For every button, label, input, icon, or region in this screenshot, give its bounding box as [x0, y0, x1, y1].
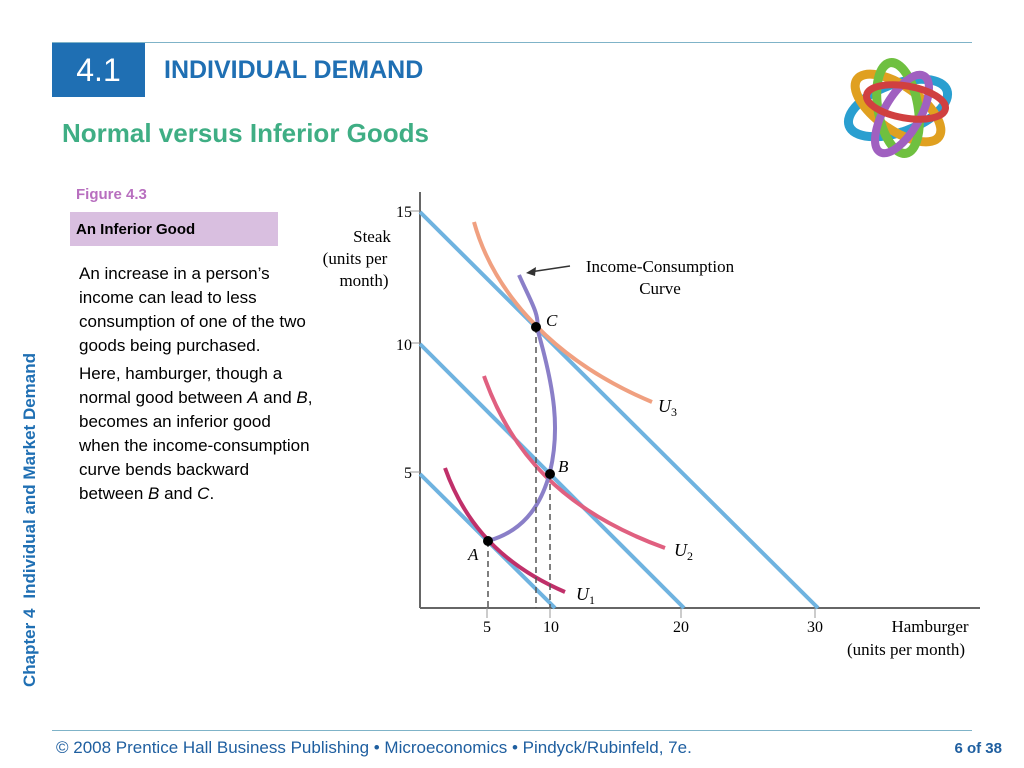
- u1-label: U1: [576, 584, 595, 607]
- point-c-label: C: [546, 311, 558, 330]
- point-b-label: B: [558, 457, 569, 476]
- figure-label: Figure 4.3: [76, 186, 147, 203]
- u2-label: U2: [674, 540, 693, 563]
- p2-part: , becomes an inferior good when the inco…: [79, 388, 313, 503]
- slide-subtitle: Normal versus Inferior Goods: [62, 118, 429, 148]
- icc-arrow-line: [529, 265, 571, 273]
- u3-label: U3: [658, 396, 677, 419]
- description-text: An increase in a person’s income can lea…: [79, 262, 315, 510]
- x-axis-title-line1: Hamburger: [891, 617, 968, 636]
- p2-point-b2: B: [148, 484, 160, 503]
- section-title: INDIVIDUAL DEMAND: [164, 56, 424, 84]
- p2-point-a: A: [247, 388, 259, 407]
- indifference-curve-u3: [472, 221, 653, 404]
- footer-credit: © 2008 Prentice Hall Business Publishing…: [56, 738, 692, 757]
- icc-arrow-head: [526, 267, 536, 276]
- x-axis-title-line2: (units per month): [847, 640, 965, 659]
- p2-part: and: [258, 388, 297, 407]
- y-tick-label-15: 15: [396, 204, 412, 221]
- point-c-marker: [531, 322, 541, 332]
- y-axis-title-line1: Steak: [353, 227, 391, 246]
- point-a-marker: [483, 536, 493, 546]
- figure-caption-text: An Inferior Good: [76, 220, 196, 238]
- header-rule: [52, 42, 972, 43]
- budget-line-3: [418, 210, 820, 610]
- point-a-label: A: [467, 545, 479, 564]
- page-current: 6: [954, 740, 963, 757]
- point-b-marker: [545, 469, 555, 479]
- x-tick-label-10: 10: [543, 619, 559, 636]
- icc-label-line2: Curve: [639, 279, 681, 298]
- icc-label-line1: Income-Consumption: [586, 257, 735, 276]
- p2-point-c: C: [197, 484, 210, 503]
- x-tick-label-30: 30: [807, 619, 823, 636]
- p2-part: Here, hamburger, though a normal good be…: [79, 364, 283, 407]
- x-tick-label-5: 5: [483, 619, 491, 636]
- section-number-badge: 4.1: [52, 43, 145, 97]
- income-consumption-curve: [487, 274, 558, 543]
- figure-caption: An Inferior Good: [70, 212, 278, 246]
- indifference-curve-u1: [443, 467, 566, 594]
- p2-point-b: B: [296, 388, 308, 407]
- indifference-curve-u2: [482, 375, 666, 550]
- y-axis-title-line2: (units per: [323, 249, 388, 268]
- p2-part: and: [159, 484, 198, 503]
- paragraph-1: An increase in a person’s income can lea…: [79, 264, 306, 355]
- page-total: of 38: [966, 740, 1002, 757]
- x-tick-label-20: 20: [673, 619, 689, 636]
- y-tick-label-5: 5: [404, 465, 412, 482]
- p2-part: .: [209, 484, 215, 503]
- y-axis-title-line3: month): [339, 271, 388, 290]
- footer-rule: [52, 730, 972, 731]
- y-tick-label-10: 10: [396, 337, 412, 354]
- paragraph-2: Here, hamburger, though a normal good be…: [79, 362, 315, 506]
- page-number: 6 of 38: [954, 740, 1002, 757]
- interlocking-rings-logo: [843, 58, 953, 158]
